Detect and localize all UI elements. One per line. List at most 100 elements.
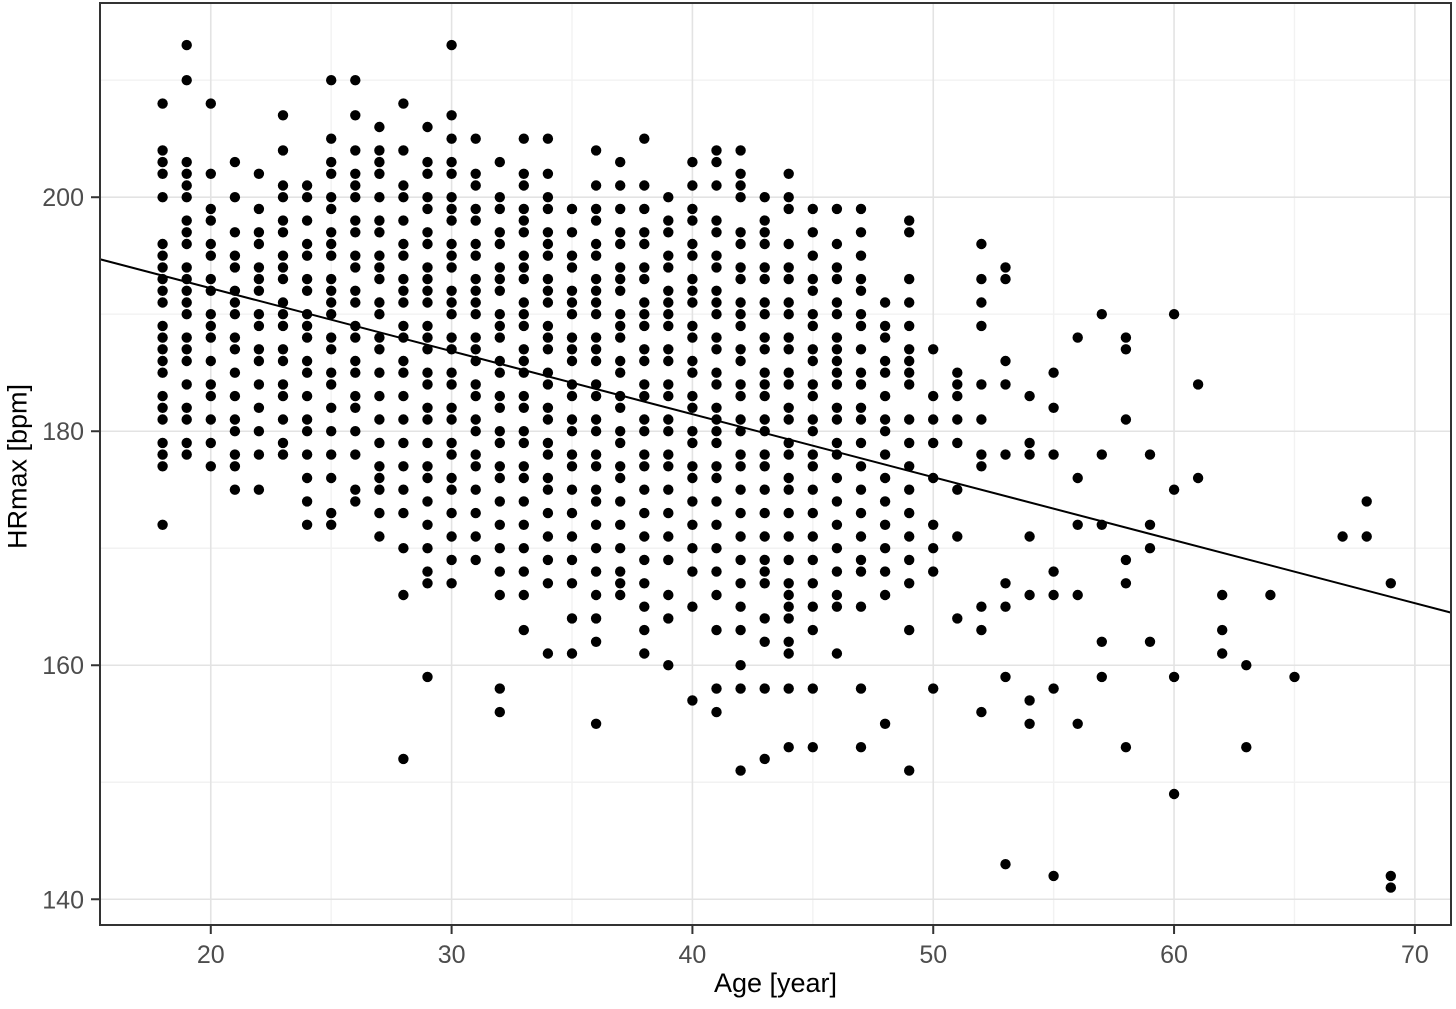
data-point [735, 601, 746, 612]
data-point [879, 414, 891, 425]
data-point [759, 554, 770, 566]
data-point [253, 426, 265, 437]
data-point [566, 648, 578, 659]
data-point [783, 309, 794, 320]
data-point [374, 273, 385, 285]
data-point [542, 168, 554, 179]
data-point [446, 367, 457, 378]
data-point [711, 250, 722, 261]
data-point [590, 203, 602, 215]
data-point [590, 543, 602, 554]
data-point [374, 262, 385, 273]
data-point [229, 449, 241, 460]
data-point [350, 402, 361, 413]
data-point [711, 496, 722, 507]
data-point [855, 484, 867, 495]
data-point [470, 332, 481, 343]
data-point [590, 250, 602, 261]
data-point [711, 437, 722, 449]
data-point [422, 168, 433, 179]
data-point [855, 566, 867, 577]
data-point [326, 449, 337, 460]
data-point [1048, 449, 1059, 460]
data-point [879, 718, 891, 729]
data-point [928, 414, 939, 425]
y-tick-label: 140 [42, 886, 84, 914]
data-point [518, 355, 529, 367]
data-point [422, 578, 433, 589]
data-point [759, 192, 770, 203]
data-point [711, 706, 722, 718]
data-point [879, 297, 891, 308]
data-point [446, 156, 457, 168]
data-point [711, 426, 722, 437]
data-point [663, 484, 674, 495]
data-point [663, 589, 674, 601]
data-point [615, 355, 626, 367]
data-point [157, 320, 168, 332]
data-point [687, 273, 698, 285]
data-point [398, 250, 409, 261]
data-point [735, 379, 746, 390]
data-point [1024, 531, 1035, 542]
data-point [350, 215, 361, 226]
data-point [1217, 589, 1228, 601]
data-point [1144, 543, 1156, 554]
data-point [639, 262, 650, 273]
data-point [374, 507, 385, 519]
data-point [1120, 414, 1132, 425]
data-point [446, 133, 457, 144]
data-point [855, 507, 867, 519]
data-point [759, 379, 770, 390]
data-point [398, 192, 409, 203]
data-point [518, 589, 529, 601]
data-point [663, 390, 674, 402]
data-point [639, 531, 650, 542]
data-point [783, 589, 794, 601]
data-point [542, 227, 554, 238]
data-point [518, 472, 529, 484]
data-point [735, 765, 746, 776]
data-point [301, 250, 313, 261]
data-point [518, 496, 529, 507]
data-point [639, 273, 650, 285]
data-point [639, 449, 650, 460]
data-point [687, 367, 698, 378]
data-point [446, 297, 457, 308]
data-point [952, 437, 963, 449]
data-point [831, 367, 843, 378]
data-point [783, 168, 794, 179]
data-point [470, 531, 481, 542]
data-point [494, 683, 505, 694]
data-point [470, 379, 481, 390]
data-point [807, 285, 818, 296]
data-point [831, 332, 843, 343]
data-point [205, 414, 216, 425]
data-point [350, 110, 361, 121]
data-point [518, 168, 529, 179]
data-point [350, 168, 361, 179]
data-point [615, 180, 626, 191]
data-point [350, 367, 361, 378]
data-point [807, 250, 818, 261]
data-point [398, 145, 409, 156]
data-point [1072, 718, 1083, 729]
data-point [422, 543, 433, 554]
data-point [831, 601, 843, 612]
data-point [326, 238, 337, 250]
data-point [566, 461, 578, 472]
data-point [470, 461, 481, 472]
data-point [831, 496, 843, 507]
data-point [904, 437, 915, 449]
data-point [711, 624, 722, 636]
data-point [928, 519, 939, 530]
data-point [229, 309, 241, 320]
data-point [181, 39, 192, 51]
data-point [542, 285, 554, 296]
data-point [518, 402, 529, 413]
data-point [277, 390, 289, 402]
data-point [879, 566, 891, 577]
data-point [759, 390, 770, 402]
data-point [253, 227, 265, 238]
data-point [615, 543, 626, 554]
